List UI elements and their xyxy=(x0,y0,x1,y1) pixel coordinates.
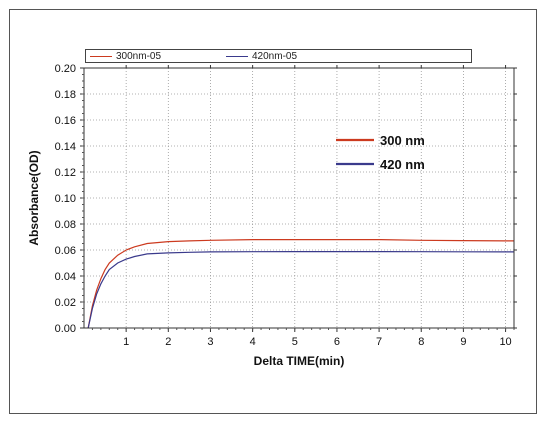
plot-area-border xyxy=(83,67,515,329)
series-line-420nm-05 xyxy=(87,251,514,329)
x-tick-label: 9 xyxy=(460,336,466,348)
x-tick-label: 3 xyxy=(207,336,213,348)
legend-label-420nm: 420nm-05 xyxy=(252,50,298,62)
legend-item-420nm: 420nm-05 xyxy=(226,50,297,62)
series-group xyxy=(87,239,514,329)
x-tick-label: 10 xyxy=(499,336,511,348)
y-tick-label: 0.02 xyxy=(55,297,76,309)
x-tick-label: 4 xyxy=(250,336,256,348)
x-tick-label: 6 xyxy=(334,336,340,348)
x-tick-label: 1 xyxy=(123,336,129,348)
figure-frame xyxy=(9,9,537,414)
series-line-300nm-05 xyxy=(87,239,514,329)
y-tick-label: 0.16 xyxy=(55,115,76,127)
legend-swatch-420nm xyxy=(226,55,248,57)
axis-ticks: 1 2 3 4 5 6 7 8 9 10 0.00 0.02 0.04 0.06 0.08 0.10 0.12 0… xyxy=(55,63,517,348)
legend-swatch-300nm xyxy=(90,55,112,57)
grid-lines xyxy=(84,68,514,328)
x-axis-title: Delta TIME(min) xyxy=(254,354,345,368)
y-tick-label: 0.18 xyxy=(55,89,76,101)
y-tick-label: 0.00 xyxy=(55,323,76,335)
y-tick-label: 0.04 xyxy=(55,271,76,283)
y-tick-label: 0.08 xyxy=(55,219,76,231)
legend-label-300nm: 300nm-05 xyxy=(116,50,162,62)
y-tick-label: 0.14 xyxy=(55,141,76,153)
x-tick-label: 5 xyxy=(292,336,298,348)
legend: 300nm-05 420nm-05 xyxy=(85,49,472,63)
y-tick-label: 0.06 xyxy=(55,245,76,257)
annotations: 300 nm 420 nm xyxy=(336,133,425,172)
x-tick-label: 7 xyxy=(376,336,382,348)
y-tick-label: 0.12 xyxy=(55,167,76,179)
legend-item-300nm: 300nm-05 xyxy=(90,50,161,62)
annotation-label: 300 nm xyxy=(380,133,425,148)
annotation-label: 420 nm xyxy=(380,157,425,172)
x-tick-label: 8 xyxy=(418,336,424,348)
y-tick-label: 0.10 xyxy=(55,193,76,205)
y-axis-title: Absorbance(OD) xyxy=(27,150,41,245)
x-tick-label: 2 xyxy=(165,336,171,348)
y-tick-label: 0.20 xyxy=(55,63,76,75)
